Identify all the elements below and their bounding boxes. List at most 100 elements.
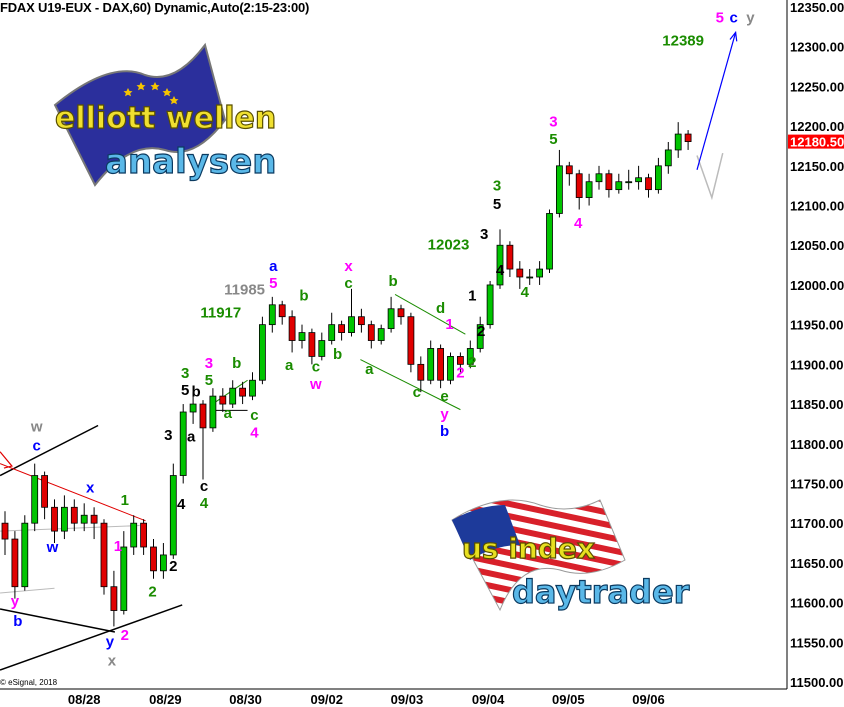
candle-body-down: [417, 363, 425, 381]
last-price-marker: 12180.50: [788, 134, 844, 150]
candle: [21, 515, 29, 591]
trend-line: [0, 424, 99, 477]
candle-body-down: [575, 173, 583, 198]
wave-label: 4: [574, 215, 583, 232]
candle-body-up: [61, 506, 68, 532]
candle: [377, 324, 385, 345]
candle: [179, 404, 187, 484]
wave-label: 2: [169, 558, 177, 575]
candle: [595, 165, 603, 190]
candle: [397, 304, 405, 325]
wave-label: 12023: [428, 236, 470, 253]
candle-body-up: [476, 324, 484, 349]
wave-label: x: [108, 653, 117, 670]
candle: [506, 241, 514, 277]
wave-label: d: [436, 300, 445, 317]
candle: [120, 531, 128, 615]
logo-bottom-line2: daytrader: [512, 573, 690, 611]
wave-label: b: [232, 355, 241, 372]
candle-body-up: [21, 522, 29, 588]
candle: [486, 280, 494, 329]
wave-label: 3: [549, 113, 557, 130]
price-tick-label: 11800.00: [790, 437, 844, 452]
wave-label: a: [187, 429, 196, 446]
candle: [90, 507, 98, 540]
candle-body-up: [496, 244, 504, 286]
candle-body-up: [328, 324, 336, 341]
candle-body-down: [239, 387, 247, 397]
us-flag-canton-icon: [452, 505, 520, 560]
price-tick-label: 11700.00: [790, 516, 844, 531]
wave-label: 5: [549, 131, 557, 148]
wave-label: 11917: [200, 305, 241, 322]
wave-label: 2: [477, 323, 485, 340]
candle-body-up: [169, 475, 177, 556]
candle: [278, 300, 286, 325]
candle: [258, 316, 266, 385]
candle-body-up: [120, 546, 128, 611]
candle: [209, 388, 217, 432]
trend-line: [0, 463, 146, 522]
candle-body-up: [655, 165, 662, 191]
candle: [189, 392, 197, 424]
wave-label: 4: [496, 262, 505, 279]
wave-label: 3: [181, 365, 189, 382]
candle: [407, 312, 415, 373]
wave-label: 1: [114, 538, 122, 555]
candle: [110, 570, 118, 627]
wave-label: w: [309, 376, 322, 393]
trend-line: [0, 608, 116, 633]
candle: [31, 463, 39, 532]
wave-label: 4: [521, 284, 530, 301]
candle-body-down: [278, 304, 286, 318]
candle: [575, 169, 583, 210]
wave-label: b: [440, 423, 449, 440]
trend-line: [0, 587, 55, 594]
wave-label: b: [299, 287, 308, 304]
date-tick-label: 08/29: [149, 692, 182, 707]
wave-label: x: [344, 258, 353, 275]
candle: [298, 324, 306, 349]
price-tick-label: 11750.00: [790, 476, 844, 491]
candle-body-up: [318, 340, 326, 357]
candle: [61, 495, 68, 540]
candle: [268, 296, 276, 333]
wave-label: c: [729, 9, 737, 26]
candle-body-down: [407, 316, 415, 365]
trend-lines: [0, 30, 738, 671]
candle: [318, 332, 326, 361]
wave-label: b: [191, 383, 200, 400]
elliott-wellen-analysen-logo: elliott wellen analysen: [53, 42, 277, 187]
wave-label: w: [30, 418, 43, 435]
candle-body-up: [486, 284, 494, 326]
candle: [367, 320, 375, 349]
wave-label: 5: [181, 382, 189, 399]
candle: [556, 149, 563, 218]
candle: [437, 344, 445, 389]
price-tick-label: 12150.00: [790, 159, 844, 174]
eu-flag-icon: [53, 42, 227, 187]
candle-body-up: [466, 348, 474, 365]
candle: [51, 499, 58, 544]
arrow-head-icon: [729, 30, 738, 42]
wave-label: 12389: [662, 32, 704, 49]
price-tick-label: 12100.00: [790, 199, 844, 214]
candle-body-up: [130, 522, 138, 548]
candle-body-down: [437, 348, 445, 381]
wave-label: 3: [493, 178, 501, 195]
projection-arrow: [696, 32, 737, 170]
candle-body-up: [31, 475, 39, 524]
candle: [684, 130, 692, 150]
candle-body-down: [338, 324, 346, 333]
wave-label: 5: [493, 196, 501, 213]
candle: [674, 122, 682, 158]
price-tick-label: 11650.00: [790, 556, 844, 571]
candle: [159, 543, 167, 579]
candle: [565, 161, 573, 186]
price-tick-label: 11500.00: [790, 675, 844, 690]
candle-body-down: [11, 538, 19, 588]
wave-label: 2: [468, 354, 476, 371]
candle: [615, 173, 623, 194]
candle: [219, 388, 227, 412]
